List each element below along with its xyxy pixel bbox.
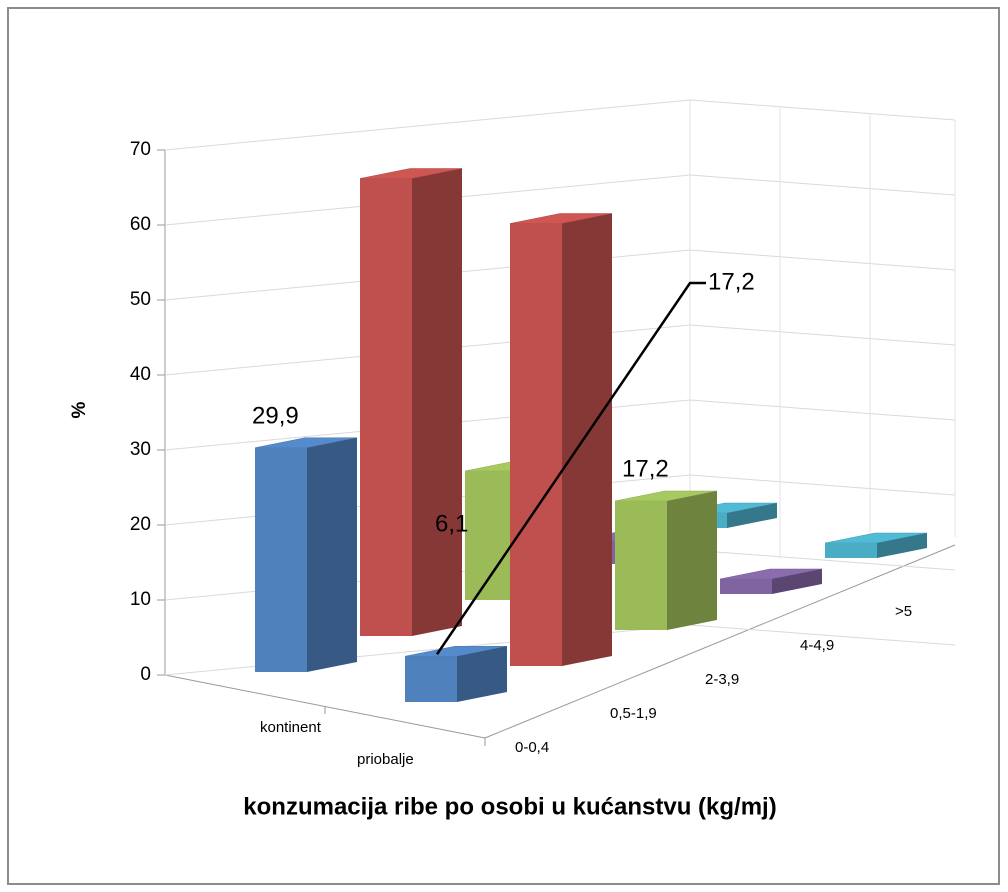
floor-side-edge — [484, 544, 956, 739]
bar — [405, 656, 457, 702]
bar — [825, 543, 877, 558]
y-tick-label: 30 — [130, 439, 151, 460]
y-axis-title: % — [69, 401, 90, 418]
y-tick-label: 60 — [130, 214, 151, 235]
bar — [615, 501, 667, 630]
y-tick-label: 0 — [140, 664, 151, 685]
bar — [255, 447, 307, 672]
depth-label: 4-4,9 — [800, 637, 834, 654]
bar-side — [412, 168, 462, 636]
bar — [465, 471, 517, 600]
x-axis-title: konzumacija ribe po osobi u kućanstvu (k… — [243, 793, 776, 820]
bar-side — [667, 491, 717, 630]
value-label: 17,2 — [622, 455, 669, 482]
value-label: 6,1 — [435, 510, 468, 537]
depth-label: 2-3,9 — [705, 671, 739, 688]
bar — [360, 178, 412, 636]
y-tick-label: 10 — [130, 589, 151, 610]
y-tick-label: 70 — [130, 139, 151, 160]
bar-side — [307, 437, 357, 672]
chart-frame — [7, 7, 1000, 885]
depth-label: >5 — [895, 603, 912, 620]
bar-side — [457, 646, 507, 702]
x-tick-label: priobalje — [357, 751, 414, 768]
bar-side — [562, 213, 612, 666]
y-tick-label: 40 — [130, 364, 151, 385]
bar-side — [727, 503, 777, 528]
depth-label: 0,5-1,9 — [610, 705, 657, 722]
depth-label: 0-0,4 — [515, 739, 549, 756]
bar — [720, 579, 772, 594]
y-tick-label: 20 — [130, 514, 151, 535]
value-label: 17,2 — [708, 268, 755, 295]
bar-side — [877, 533, 927, 558]
value-label: 29,9 — [252, 402, 299, 429]
bar — [510, 223, 562, 666]
x-tick-label: kontinent — [260, 719, 322, 736]
leader-line — [435, 281, 706, 655]
y-tick-label: 50 — [130, 289, 151, 310]
bar-side — [772, 569, 822, 594]
